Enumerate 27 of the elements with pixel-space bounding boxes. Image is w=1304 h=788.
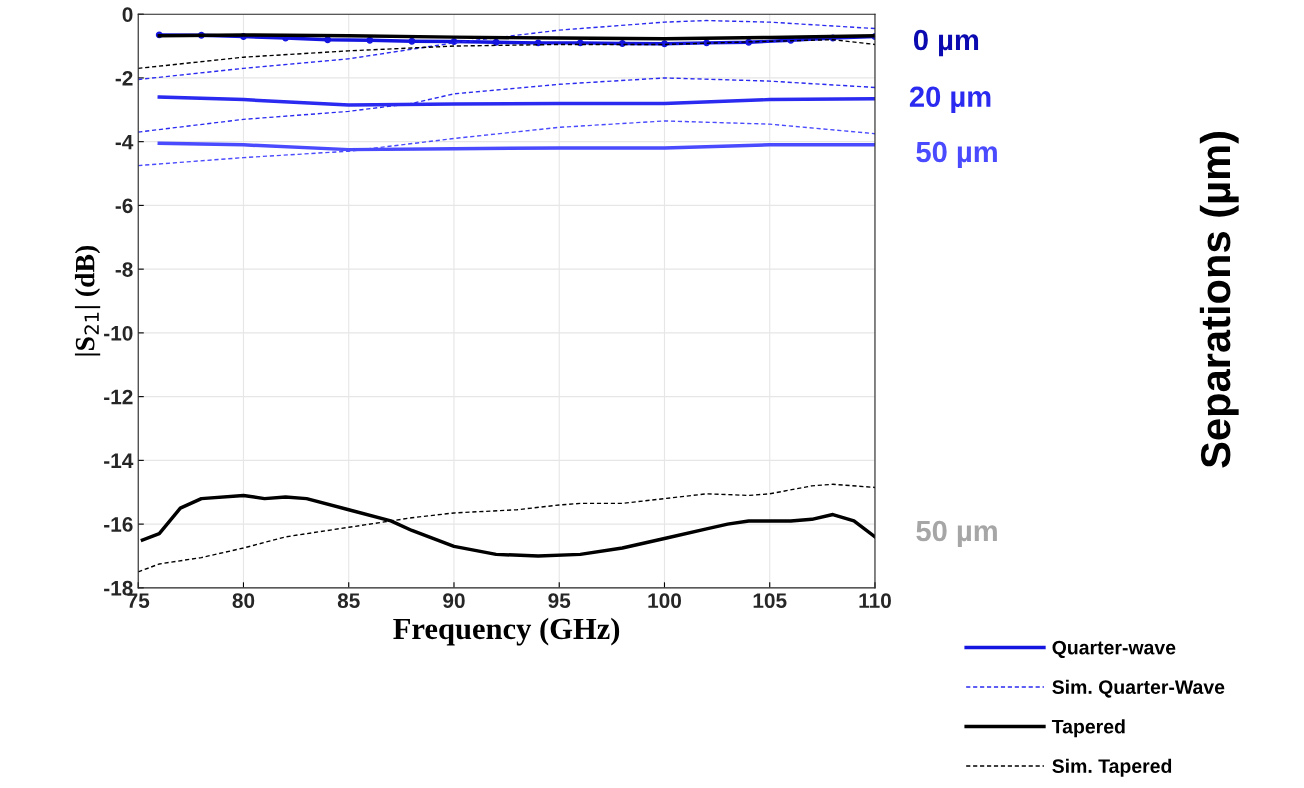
y-tick-label: -8 <box>115 262 133 277</box>
legend-label: Sim. Tapered <box>1052 758 1172 777</box>
text: 50 µm <box>916 520 997 548</box>
x-tick-label: 90 <box>443 593 465 609</box>
x-tick-label: 95 <box>548 593 571 609</box>
y-tick-label: -16 <box>104 517 133 532</box>
text: 0 µm <box>913 29 979 57</box>
y-tick-label: 0 <box>122 7 133 22</box>
y-tick-label: -6 <box>115 198 133 214</box>
text: 20 µm <box>909 86 991 113</box>
y-axis-title: |S$_{21}$| (dB) <box>74 245 101 356</box>
legend-label: Sim. Quarter-Wave <box>1052 679 1225 698</box>
y-tick-label: -14 <box>104 453 134 468</box>
x-tick-label: 110 <box>859 593 891 609</box>
x-tick-label: 100 <box>648 593 682 609</box>
x-tick-label: 80 <box>232 593 255 609</box>
x-tick-label: 85 <box>337 593 360 609</box>
legend-label: Tapered <box>1051 719 1125 738</box>
x-axis-title: Frequency (GHz) <box>393 617 620 646</box>
text: 50 µm <box>916 141 997 169</box>
y-tick-label: -2 <box>115 70 133 86</box>
y-tick-label: -4 <box>115 134 134 150</box>
legend-label: Quarter-wave <box>1052 640 1176 659</box>
y-tick-label: -12 <box>104 389 133 405</box>
y-tick-label: -10 <box>104 325 133 341</box>
text: Separations (µm) <box>1199 132 1239 468</box>
x-tick-label: 105 <box>753 593 787 609</box>
